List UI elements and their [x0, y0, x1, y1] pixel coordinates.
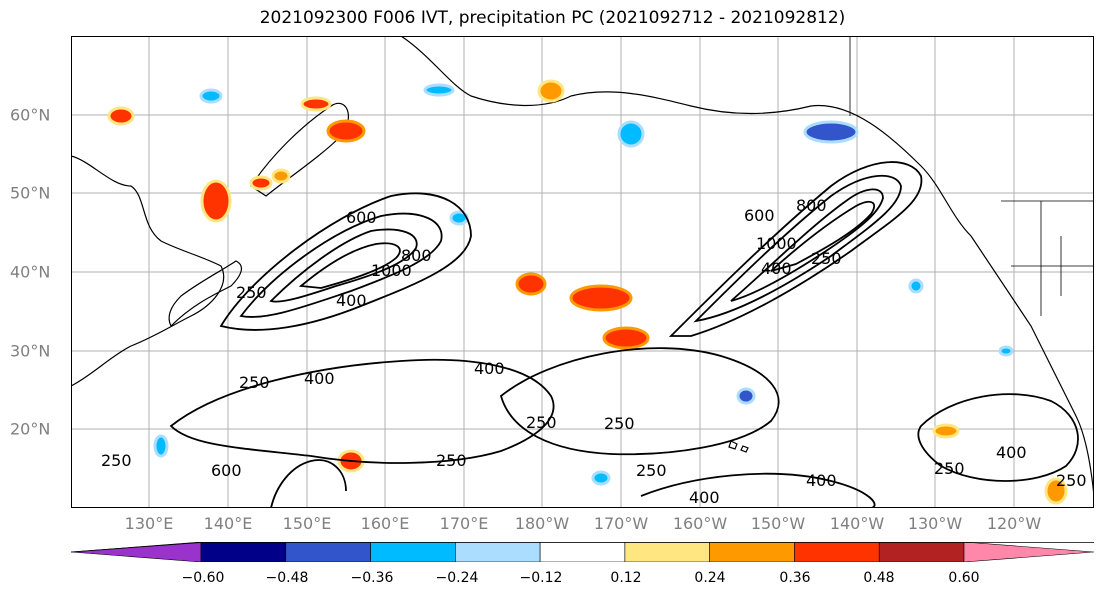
na-west-coast: [970, 235, 1094, 497]
contour-label: 400: [689, 488, 720, 507]
lat-tick-label: 20°N: [10, 419, 51, 439]
contour-label: 250: [934, 459, 965, 478]
lon-tick-label: 170°W: [593, 514, 649, 533]
colorbar-tick-label: −0.12: [519, 570, 563, 586]
contour-label: 250: [436, 451, 467, 470]
lon-tick-label: 160°W: [672, 514, 728, 533]
colorbar: [70, 541, 1095, 563]
lon-tick-label: 180°W: [514, 514, 570, 533]
colorbar-swatch: [370, 541, 456, 563]
colorbar-outline-top: [70, 542, 1094, 553]
lon-tick-label: 140°E: [203, 514, 253, 533]
contour-label: 800: [401, 246, 432, 265]
contour-label: 600: [211, 461, 242, 480]
contour-label: 1000: [756, 234, 797, 253]
contour-labels: 600 1000 400 250 800 250 400 250 400 250…: [101, 196, 1087, 507]
lon-tick-label: 140°W: [829, 514, 885, 533]
lon-tick-label: 120°W: [986, 514, 1042, 533]
lon-tick-label: 170°E: [439, 514, 489, 533]
lon-tick-label: 130°W: [907, 514, 963, 533]
colorbar-tick-label: 0.60: [948, 570, 980, 586]
lat-tick-label: 40°N: [10, 262, 51, 282]
colorbar-swatch: [794, 541, 880, 563]
lon-tick-label: 130°E: [124, 514, 174, 533]
colorbar-swatch: [878, 541, 965, 563]
contour-label: 400: [336, 291, 367, 310]
colorbar-swatch: [200, 541, 287, 563]
contour-label: 250: [811, 249, 842, 268]
contour-label: 800: [796, 196, 827, 215]
colorbar-swatch: [624, 541, 710, 563]
lon-tick-label: 160°E: [360, 514, 410, 533]
colorbar-tick-label: −0.48: [265, 570, 309, 586]
lat-tick-label: 60°N: [10, 105, 51, 125]
kamchatka-coast: [250, 102, 350, 197]
contour-label: 400: [806, 471, 837, 490]
contour-label: 250: [604, 414, 635, 433]
lon-tick-label: 150°W: [750, 514, 806, 533]
contour-label: 400: [304, 369, 335, 388]
contour-label: 400: [761, 259, 792, 278]
lon-tick-label: 150°E: [282, 514, 332, 533]
colorbar-svg: [70, 541, 1095, 563]
map-canvas: 600 1000 400 250 800 250 400 250 400 250…: [71, 36, 1094, 508]
contour-label: 1000: [371, 261, 412, 280]
colorbar-tick-label: −0.36: [350, 570, 394, 586]
contour-label: 250: [636, 461, 667, 480]
contour-label: 250: [1056, 471, 1087, 490]
colorbar-tick-label: 0.48: [863, 570, 895, 586]
contour-label: 400: [474, 359, 505, 378]
colorbar-swatch: [539, 541, 626, 563]
colorbar-swatch: [455, 541, 541, 563]
colorbar-tick-label: −0.24: [435, 570, 479, 586]
colorbar-extend-low: [70, 541, 202, 563]
ivt-contours: [169, 161, 1079, 508]
colorbar-tick-label: 0.24: [694, 570, 726, 586]
borders: [849, 36, 1094, 316]
alaska-coast: [400, 36, 972, 237]
map-panel: 600 1000 400 250 800 250 400 250 400 250…: [71, 36, 1094, 508]
asia-coast: [71, 155, 225, 387]
coastlines: [71, 36, 1094, 497]
colorbar-tick-label: 0.12: [610, 570, 642, 586]
colorbar-extend-high: [963, 541, 1095, 563]
colorbar-tick-label: −0.60: [181, 570, 225, 586]
lat-tick-label: 50°N: [10, 183, 51, 203]
colorbar-swatch: [709, 541, 795, 563]
contour-label: 600: [346, 208, 377, 227]
colorbar-swatch: [285, 541, 371, 563]
map-frame: [71, 36, 1094, 508]
japan-coast: [168, 260, 243, 328]
contour-label: 250: [101, 451, 132, 470]
lat-tick-label: 30°N: [10, 341, 51, 361]
contour-label: 250: [239, 373, 270, 392]
contour-label: 600: [744, 206, 775, 225]
contour-label: 250: [526, 413, 557, 432]
map-title: 2021092300 F006 IVT, precipitation PC (2…: [259, 8, 846, 28]
colorbar-tick-label: 0.36: [779, 570, 811, 586]
contour-label: 400: [996, 443, 1027, 462]
contour-label: 250: [236, 283, 267, 302]
hawaii-islands: [728, 440, 749, 453]
